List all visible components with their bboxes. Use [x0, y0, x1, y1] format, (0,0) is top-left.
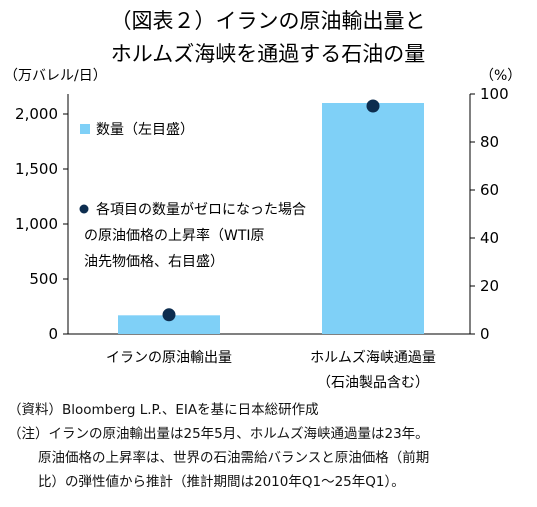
right-tick-label: 40 [480, 229, 499, 247]
point-2 [366, 99, 380, 113]
bar-1 [118, 315, 220, 334]
bar-2 [322, 103, 424, 334]
left-axis-unit: （万バレル/日） [4, 68, 107, 84]
chart-title-line-2: ホルムズ海峡を通過する石油の量 [111, 42, 426, 66]
left-tick-label: 2,000 [15, 105, 58, 123]
category-label-2-2: （石油製品含む） [317, 375, 429, 391]
notes-block: （資料）Bloomberg L.P.、EIAを基に日本総研作成 （注）イランの原… [8, 398, 533, 494]
legend-bar-swatch [80, 124, 90, 134]
right-tick-label: 100 [480, 85, 509, 103]
left-tick-label: 500 [29, 270, 58, 288]
legend-point-label-line-2: の原油価格の上昇率（WTI原 [84, 227, 265, 244]
category-label-1-1: イランの原油輸出量 [106, 350, 232, 366]
legend-point-label-line-3: 油先物価格、右目盛） [84, 254, 224, 270]
legend-bar-label: 数量（左目盛） [96, 122, 194, 138]
note-line-2: 原油価格の上昇率は、世界の石油需給バランスと原油価格（前期 [38, 450, 430, 466]
point-1 [162, 308, 176, 322]
category-label-2-1: ホルムズ海峡通過量 [310, 350, 436, 366]
right-tick-label: 80 [480, 133, 499, 151]
note-line-1: （注）イランの原油輸出量は25年5月、ホルムズ海峡通過量は23年。 [8, 426, 429, 442]
left-tick-label: 1,500 [15, 160, 58, 178]
right-tick-label: 60 [480, 181, 499, 199]
legend-point-marker [79, 204, 89, 214]
left-tick-label: 1,000 [15, 215, 58, 233]
right-axis-unit: （%） [480, 68, 521, 84]
right-tick-label: 20 [480, 277, 499, 295]
legend-point-label-line-1: 各項目の数量がゼロになった場合 [96, 202, 306, 218]
chart-title-line-1: （図表２）イランの原油輸出量と [111, 9, 426, 33]
note-line-3: 比）の弾性値から推計（推計期間は2010年Q1～25年Q1）。 [38, 474, 405, 490]
source-note: （資料）Bloomberg L.P.、EIAを基に日本総研作成 [8, 402, 319, 418]
left-tick-label: 0 [48, 325, 58, 343]
right-tick-label: 0 [480, 325, 490, 343]
